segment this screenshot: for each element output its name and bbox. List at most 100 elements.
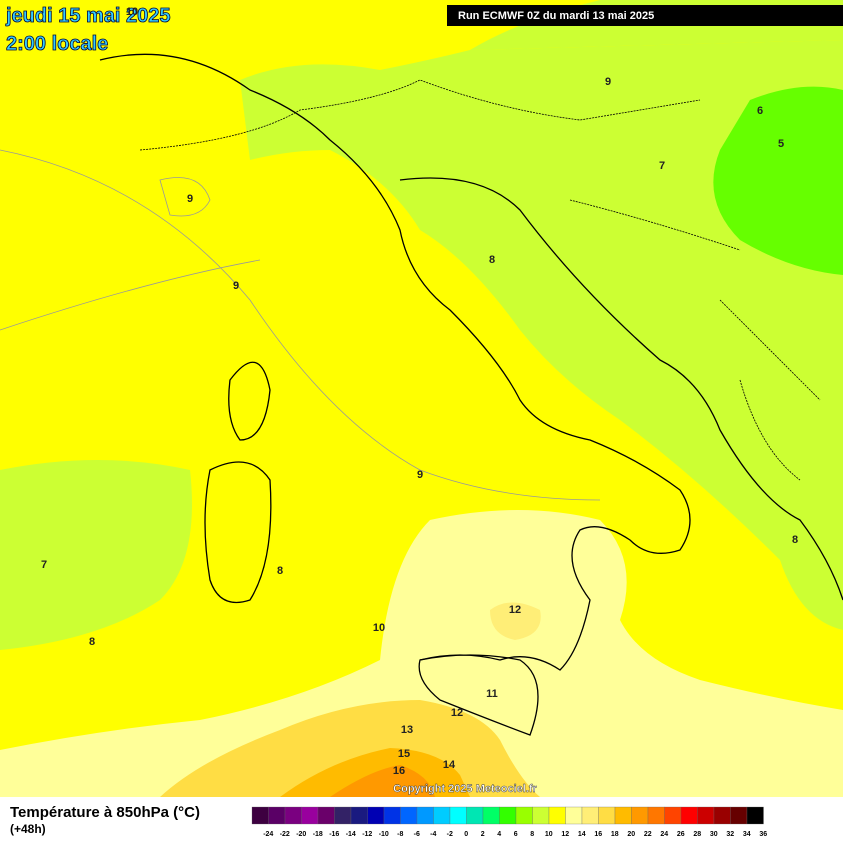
warm-zone [490,602,541,640]
colorbar-tick-label: 20 [627,831,635,838]
colorbar-tick-label: 4 [497,831,501,838]
color-swatch [301,806,319,825]
contour-label: 8 [792,534,798,546]
isotherm [0,149,601,501]
contour-label: 8 [489,254,495,266]
contour-label: 15 [398,748,410,760]
contour-labels: 10 9 6 5 7 9 8 9 9 8 7 8 12 10 8 11 12 13 15 14 16 [41,6,798,777]
coastline [99,53,691,671]
colorbar-tick-label: 30 [710,831,718,838]
cool-zone [240,40,843,800]
colorbar-tick-label: -2 [447,831,453,838]
contour-label: 16 [393,765,405,777]
contour-label: 9 [233,280,239,292]
contour-label: 9 [417,469,423,481]
color-swatch [400,806,418,825]
color-swatch [532,806,550,825]
color-swatch [664,806,682,825]
colorbar-tick-label: 32 [726,831,734,838]
colorbar-tick-label: -10 [379,831,389,838]
contour-label: 8 [89,636,95,648]
colorbar-tick-label: 0 [464,831,468,838]
colorbar-tick-label: 22 [644,831,652,838]
colorbar-tick-label: 10 [545,831,553,838]
color-swatch [350,806,368,825]
color-swatch [499,806,517,825]
colorbar-tick-label: -4 [430,831,436,838]
hot-zone [330,765,435,797]
contour-label: 7 [659,160,665,172]
color-swatch [433,806,451,825]
colorbar-tick-label: -22 [280,831,290,838]
color-swatch [317,806,335,825]
contour-label: 6 [757,105,763,117]
colorbar-tick-label: 12 [561,831,569,838]
contour-label: 12 [451,707,463,719]
contour-label: 14 [443,759,456,771]
coastline [228,361,271,441]
color-swatch [581,806,599,825]
contour-label: 9 [605,76,611,88]
colorbar: -24 -22 -20 -18 -16 -14 -12 -10 -8 -6 -4 -2 0 2 4 6 8 10 1… [251,806,767,838]
color-swatch [268,806,286,825]
isotherm [159,177,211,217]
coastline [204,461,272,604]
colorbar-tick-label: -6 [414,831,420,838]
color-swatch [466,806,484,825]
colorbar-tick-label: -16 [329,831,339,838]
color-swatch [565,806,583,825]
color-swatch [367,806,385,825]
date: jeudi 15 mai 2025 [5,5,171,27]
run-box [447,5,843,26]
colorbar-tick-label: -18 [313,831,323,838]
color-swatch [631,806,649,825]
run-label: Run ECMWF 0Z du mardi 13 mai 2025 [458,10,654,22]
color-swatch [449,806,467,825]
colorbar-tick-label: 2 [481,831,485,838]
color-swatch [383,806,401,825]
colorbar-tick-label: 8 [530,831,534,838]
color-swatch [713,806,731,825]
warm-zone [0,510,843,797]
cold-zone [713,86,843,276]
color-swatch [746,806,764,825]
contour-label: 13 [401,724,413,736]
contour-label: 9 [187,193,193,205]
contour-label: 10 [126,6,138,18]
color-swatch [680,806,698,825]
colorbar-tick-label: 6 [514,831,518,838]
colorbar-tick-label: 18 [611,831,619,838]
isotherm [0,259,261,331]
time: 2:00 locale [6,33,108,55]
color-swatch [647,806,665,825]
color-swatch [284,806,302,825]
contour-label: 10 [373,622,385,634]
copyright: Copyright 2025 Meteociel.fr [393,783,537,795]
color-swatch [334,806,352,825]
contour-label: 5 [778,138,784,150]
colorbar-tick-label: -14 [346,831,356,838]
color-swatch [251,806,269,825]
cool-zone [0,460,192,650]
color-swatch [730,806,748,825]
contour-label: 8 [277,565,283,577]
legend-title: Température à 850hPa (°C) [10,804,200,821]
color-swatch [598,806,616,825]
colorbar-tick-label: -12 [362,831,372,838]
contour-label: 11 [486,688,498,700]
colorbar-tick-label: 28 [693,831,701,838]
colorbar-tick-label: 34 [743,831,751,838]
colorbar-tick-label: 24 [660,831,668,838]
contour-label: 12 [509,604,521,616]
color-swatch [515,806,533,825]
colorbar-tick-label: -24 [263,831,273,838]
color-swatch [697,806,715,825]
color-swatch [614,806,632,825]
colorbar-tick-label: -20 [296,831,306,838]
legend-subtitle: (+48h) [10,822,46,836]
colorbar-tick-label: 26 [677,831,685,838]
colorbar-tick-label: 14 [578,831,586,838]
colorbar-tick-label: 16 [594,831,602,838]
coastline [399,177,843,601]
